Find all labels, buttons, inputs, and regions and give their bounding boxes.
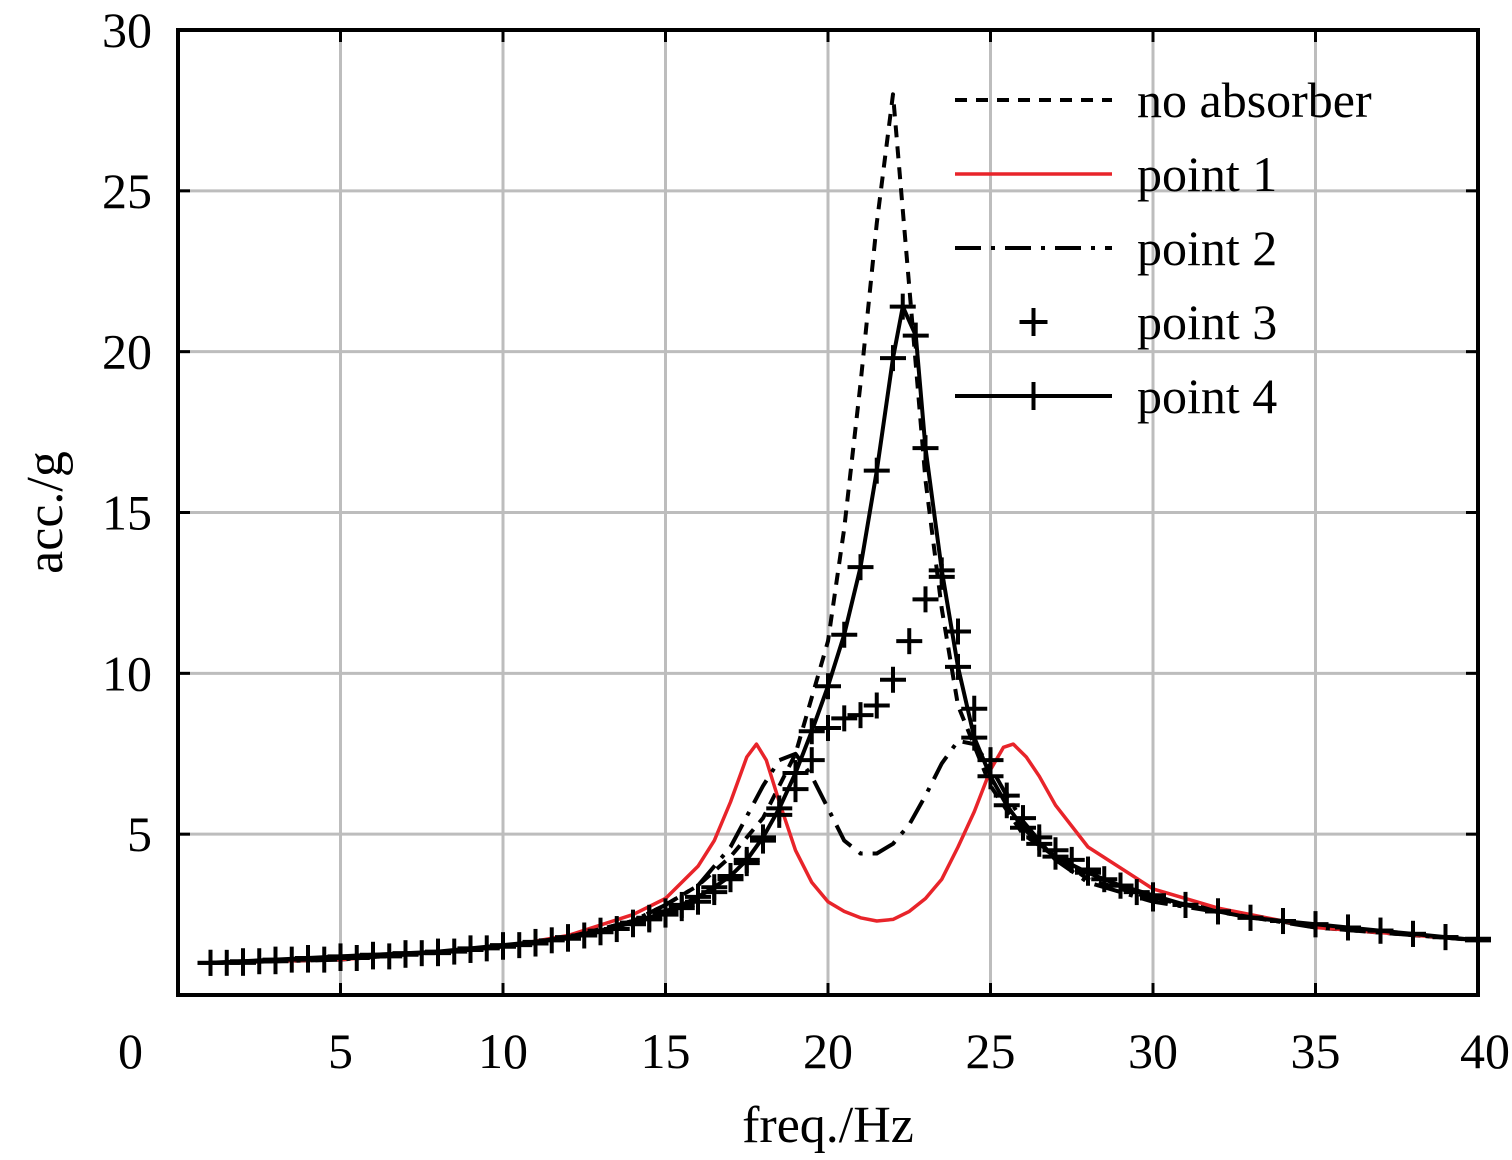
y-tick-label: 10 — [102, 645, 152, 701]
series-point-4 — [197, 293, 1491, 976]
legend-label: point 2 — [1137, 220, 1277, 276]
x-tick-label: 0 — [118, 1023, 143, 1079]
legend-label: no absorber — [1137, 72, 1372, 128]
x-tick-label: 5 — [328, 1023, 353, 1079]
y-tick-label: 25 — [102, 163, 152, 219]
x-tick-label: 10 — [478, 1023, 528, 1079]
series-layer — [197, 92, 1491, 976]
tick-marks — [176, 28, 1480, 995]
y-tick-label: 20 — [102, 324, 152, 380]
legend-entry: no absorber — [955, 72, 1372, 128]
legend-label: point 1 — [1137, 146, 1277, 202]
x-tick-label: 15 — [641, 1023, 691, 1079]
legend: no absorber point 1 point 2 point 3 point 4 — [955, 72, 1372, 424]
legend-entry: point 1 — [955, 146, 1277, 202]
y-tick-label: 15 — [102, 485, 152, 541]
x-tick-label: 40 — [1460, 1023, 1510, 1079]
x-tick-label: 35 — [1291, 1023, 1341, 1079]
x-tick-label: 20 — [803, 1023, 853, 1079]
x-axis-title: freq./Hz — [742, 1097, 914, 1154]
series-line — [210, 742, 1479, 965]
legend-entry: point 4 — [955, 368, 1277, 424]
legend-entry: point 3 — [1019, 294, 1277, 350]
series-point-1 — [210, 742, 1479, 965]
y-tick-label: 5 — [127, 806, 152, 862]
y-axis-title: acc./g — [17, 451, 74, 574]
legend-entry: point 2 — [955, 220, 1277, 276]
x-tick-label: 30 — [1128, 1023, 1178, 1079]
legend-label: point 3 — [1137, 294, 1277, 350]
tick-labels: 0 5 10 15 20 25 30 35 40 5 10 15 20 25 30 — [102, 2, 1510, 1079]
legend-label: point 4 — [1137, 368, 1277, 424]
y-tick-label: 30 — [102, 2, 152, 58]
x-tick-label: 25 — [966, 1023, 1016, 1079]
